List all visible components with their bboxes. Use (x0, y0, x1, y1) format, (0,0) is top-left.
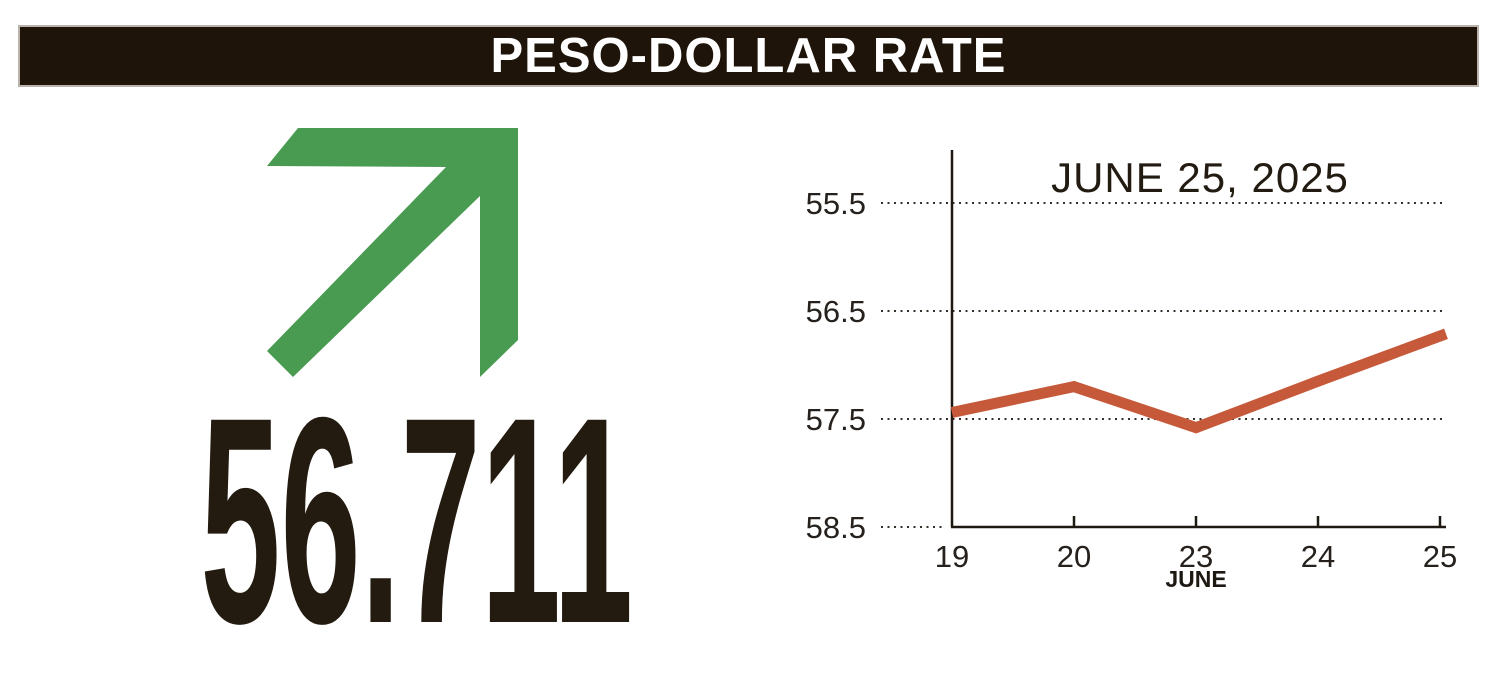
up-right-arrow-icon (267, 128, 518, 377)
gridlines (881, 202, 1446, 528)
chart-title: JUNE 25, 2025 (1051, 154, 1349, 201)
rate-value: 56.711 (200, 357, 634, 685)
arrow-shape (267, 128, 518, 377)
x-axis-tick-label: 19 (935, 539, 969, 574)
x-axis-tick-label: 25 (1423, 539, 1457, 574)
rate-line-chart: JUNE 25, 2025 55.5 56.5 57.5 58.5 19 20 23 24 2… (806, 150, 1457, 592)
rate-series-line (950, 328, 1448, 434)
up-trend-arrow-icon (267, 128, 518, 377)
y-axis-tick-label: 55.5 (806, 186, 866, 221)
y-axis-tick-label: 57.5 (806, 402, 866, 437)
page-title: PESO-DOLLAR RATE (490, 28, 1007, 83)
y-axis-labels: 55.5 56.5 57.5 58.5 (806, 186, 866, 545)
y-axis-tick-label: 58.5 (806, 510, 866, 545)
x-axis-labels: 19 20 23 24 25 (935, 539, 1457, 574)
header-bar: PESO-DOLLAR RATE (18, 25, 1479, 87)
y-axis-tick-label: 56.5 (806, 294, 866, 329)
x-axis-tick-label: 20 (1057, 539, 1091, 574)
x-axis-tick-label: 24 (1301, 539, 1335, 574)
x-axis-title: JUNE (1165, 566, 1226, 592)
x-axis-tick-label: 23 (1179, 539, 1213, 574)
x-axis-ticks (1072, 516, 1442, 527)
